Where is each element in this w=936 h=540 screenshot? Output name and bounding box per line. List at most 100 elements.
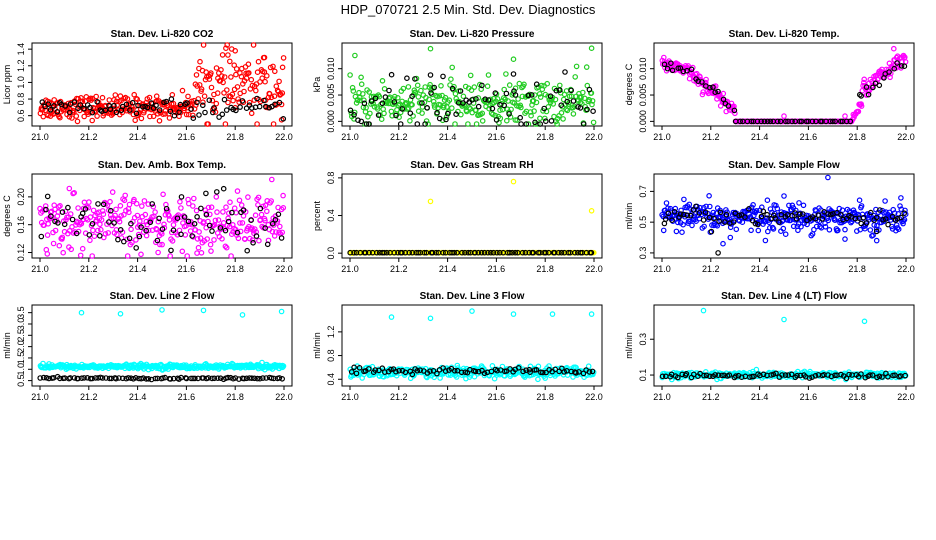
data-point xyxy=(222,121,229,127)
subset-data-point xyxy=(133,374,139,381)
data-point xyxy=(193,207,200,214)
subset-data-point xyxy=(366,121,372,127)
plot-frame xyxy=(31,304,293,387)
x-tick-label: 21.4 xyxy=(439,264,457,274)
data-point xyxy=(179,87,186,94)
data-point xyxy=(131,196,137,203)
data-point xyxy=(706,193,712,199)
data-point xyxy=(99,94,106,101)
subset-data-point xyxy=(415,249,422,256)
subset-data-point xyxy=(422,121,428,127)
subset-data-point xyxy=(589,368,596,375)
data-point xyxy=(262,217,268,224)
data-point xyxy=(248,110,255,117)
data-point xyxy=(868,213,874,220)
data-point xyxy=(194,236,201,242)
subset-data-point xyxy=(453,111,459,118)
data-point xyxy=(124,96,131,102)
data-point xyxy=(100,211,107,218)
subset-data-point xyxy=(719,372,725,379)
subset-data-point xyxy=(533,81,540,88)
subset-data-point xyxy=(712,372,719,378)
subset-data-point xyxy=(584,106,590,113)
subset-data-point xyxy=(361,100,368,107)
data-point xyxy=(241,88,247,95)
subset-data-point xyxy=(764,211,770,218)
data-point xyxy=(133,200,140,207)
data-point xyxy=(107,198,113,205)
data-point xyxy=(262,202,269,209)
subset-data-point xyxy=(261,97,267,104)
subset-data-point xyxy=(749,217,756,224)
data-point xyxy=(795,227,801,234)
y-tick-label: 0.6 xyxy=(16,109,26,122)
outlier-point xyxy=(117,310,124,317)
subset-data-point xyxy=(251,375,258,382)
subset-data-point xyxy=(885,373,891,380)
subset-data-point xyxy=(202,109,208,116)
y-tick-label: 3.5 xyxy=(16,306,26,319)
data-point xyxy=(261,69,268,75)
subset-data-point xyxy=(206,97,213,104)
y-axis-label: ml/min xyxy=(2,332,12,359)
data-point xyxy=(703,203,709,210)
data-point xyxy=(762,237,769,244)
data-point xyxy=(156,118,163,124)
subset-data-point xyxy=(731,107,738,114)
subset-data-point xyxy=(434,370,440,377)
x-tick-label: 21.6 xyxy=(800,392,818,402)
data-point xyxy=(578,94,584,101)
subset-data-point xyxy=(779,372,785,378)
subset-data-point xyxy=(241,375,247,382)
subset-data-point xyxy=(119,375,126,382)
subset-data-point xyxy=(662,216,669,222)
subset-data-point xyxy=(568,368,575,375)
data-point xyxy=(160,111,166,118)
subset-data-point xyxy=(701,372,707,379)
subset-data-point xyxy=(236,376,242,382)
data-point xyxy=(132,117,139,124)
data-point xyxy=(45,112,51,119)
data-point xyxy=(466,105,473,111)
data-point xyxy=(245,61,252,67)
subset-data-point xyxy=(71,375,78,381)
data-point xyxy=(374,106,381,112)
data-point xyxy=(218,67,224,73)
subset-data-point xyxy=(391,249,398,256)
data-point xyxy=(247,235,253,242)
subset-data-point xyxy=(167,376,174,382)
subset-data-point xyxy=(539,369,546,376)
subset-data-point xyxy=(475,103,482,110)
data-point xyxy=(800,202,807,209)
x-tick-label: 21.6 xyxy=(178,132,196,142)
plot-frame xyxy=(653,42,915,127)
subset-data-point xyxy=(128,220,134,227)
data-point xyxy=(898,195,904,201)
subset-data-point xyxy=(348,369,355,375)
y-axis-label: percent xyxy=(312,200,322,231)
data-point xyxy=(252,212,259,219)
data-point xyxy=(69,115,75,121)
outlier-point xyxy=(890,45,897,52)
subset-data-point xyxy=(356,364,363,371)
data-point xyxy=(703,76,709,83)
data-point xyxy=(154,226,160,233)
subset-data-point xyxy=(351,364,357,371)
y-tick-label: 1.2 xyxy=(16,60,26,73)
subset-data-point xyxy=(55,220,61,226)
subset-data-point xyxy=(442,368,449,374)
subset-data-point xyxy=(153,102,159,109)
subset-data-point xyxy=(742,214,748,220)
subset-data-point xyxy=(429,249,436,256)
outlier-point xyxy=(66,185,73,192)
data-point xyxy=(442,94,449,101)
y-tick-label: 0.16 xyxy=(16,216,26,234)
chart-title: Stan. Dev. Li-820 CO2 xyxy=(111,29,214,40)
data-point xyxy=(501,86,508,93)
subset-data-point xyxy=(761,118,768,125)
subset-data-point xyxy=(776,219,782,225)
outlier-point xyxy=(268,176,275,183)
subset-data-point xyxy=(706,373,713,380)
chart-panel-9: Stan. Dev. Line 4 (LT) Flow ml/min 21.0 21.… xyxy=(624,291,915,402)
